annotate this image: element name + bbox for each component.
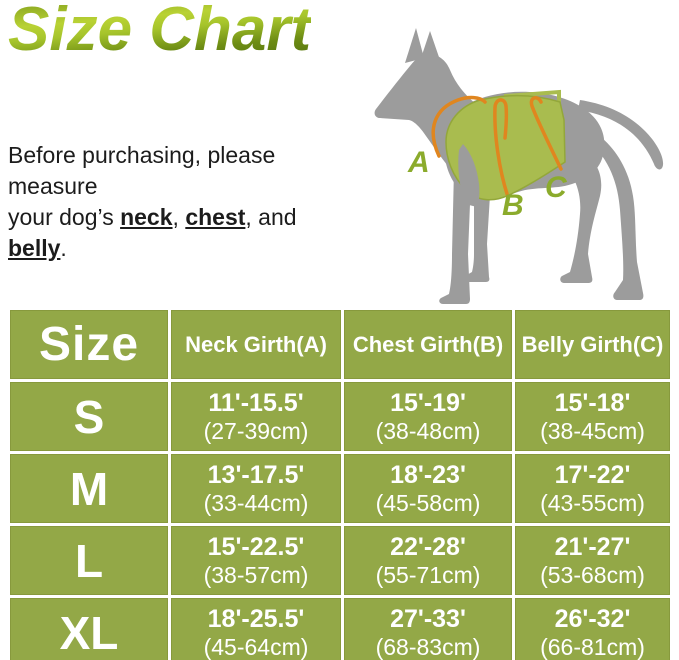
value-cm: (33-44cm) xyxy=(203,490,309,516)
cell-belly: 15'-18' (38-45cm) xyxy=(515,382,670,451)
value-cm: (45-58cm) xyxy=(375,490,481,516)
value-inches: 27'-33' xyxy=(390,605,466,633)
size-table: Size Neck Girth(A) Chest Girth(B) Belly … xyxy=(7,307,673,660)
size-label: XL xyxy=(10,598,168,660)
intro-line2-prefix: your dog’s xyxy=(8,204,121,230)
cell-neck: 18'-25.5' (45-64cm) xyxy=(171,598,341,660)
intro-text: Before purchasing, please measure your d… xyxy=(8,140,358,264)
harness-straps xyxy=(431,95,563,199)
word-neck: neck xyxy=(120,204,173,230)
vest-leg-opening xyxy=(458,144,480,207)
cell-chest: 18'-23' (45-58cm) xyxy=(344,454,512,523)
cell-belly: 26'-32' (66-81cm) xyxy=(515,598,670,660)
value-inches: 13'-17.5' xyxy=(207,461,305,489)
size-label: L xyxy=(10,526,168,595)
value-inches: 11'-15.5' xyxy=(208,389,304,417)
value-inches: 18'-25.5' xyxy=(207,605,305,633)
value-inches: 17'-22' xyxy=(554,461,631,489)
cell-neck: 13'-17.5' (33-44cm) xyxy=(171,454,341,523)
value-cm: (38-57cm) xyxy=(203,562,309,588)
strap-c-belly xyxy=(529,96,563,171)
cell-chest: 15'-19' (38-48cm) xyxy=(344,382,512,451)
dog-harness-illustration: A B C xyxy=(366,14,679,310)
intro-line1: Before purchasing, please measure xyxy=(8,142,276,199)
intro-sep2: , and xyxy=(245,204,297,230)
value-inches: 15'-19' xyxy=(390,389,466,417)
value-cm: (66-81cm) xyxy=(540,634,645,660)
dog-tail xyxy=(578,100,664,170)
table-row: L 15'-22.5' (38-57cm) 22'-28' (55-71cm) … xyxy=(10,526,670,595)
word-chest: chest xyxy=(185,204,246,230)
header-chest: Chest Girth(B) xyxy=(344,310,512,379)
dog-rear-leg-far xyxy=(588,138,644,300)
value-cm: (38-48cm) xyxy=(375,418,481,444)
dog-rear-leg-near xyxy=(558,156,602,283)
value-cm: (68-83cm) xyxy=(375,634,481,660)
size-label: M xyxy=(10,454,168,523)
value-cm: (55-71cm) xyxy=(375,562,481,588)
intro-period: . xyxy=(60,235,67,261)
header-neck: Neck Girth(A) xyxy=(171,310,341,379)
table-row: S 11'-15.5' (27-39cm) 15'-19' (38-48cm) … xyxy=(10,382,670,451)
cell-neck: 11'-15.5' (27-39cm) xyxy=(171,382,341,451)
table-row: M 13'-17.5' (33-44cm) 18'-23' (45-58cm) … xyxy=(10,454,670,523)
size-label: S xyxy=(10,382,168,451)
dog-harness-svg: A B C xyxy=(374,28,664,304)
value-inches: 15'-22.5' xyxy=(207,533,305,561)
page-title: Size Chart xyxy=(8,0,311,64)
value-cm: (43-55cm) xyxy=(540,490,645,516)
cell-belly: 21'-27' (53-68cm) xyxy=(515,526,670,595)
value-cm: (38-45cm) xyxy=(540,418,645,444)
dog-ear-left xyxy=(405,28,424,63)
value-inches: 21'-27' xyxy=(554,533,631,561)
table-header-row: Size Neck Girth(A) Chest Girth(B) Belly … xyxy=(10,310,670,379)
strap-a-neck xyxy=(431,95,487,158)
intro-sep1: , xyxy=(172,204,186,230)
strap-b-chest xyxy=(493,98,510,199)
value-cm: (27-39cm) xyxy=(203,418,309,444)
header-belly: Belly Girth(C) xyxy=(515,310,670,379)
label-b: B xyxy=(502,189,524,222)
label-c: C xyxy=(545,171,568,204)
cell-belly: 17'-22' (43-55cm) xyxy=(515,454,670,523)
value-cm: (53-68cm) xyxy=(540,562,645,588)
dog-front-leg-far xyxy=(463,174,491,282)
header-size: Size xyxy=(10,310,168,379)
label-a: A xyxy=(407,146,430,179)
cell-neck: 15'-22.5' (38-57cm) xyxy=(171,526,341,595)
value-inches: 22'-28' xyxy=(390,533,466,561)
value-inches: 18'-23' xyxy=(390,461,466,489)
value-inches: 15'-18' xyxy=(554,389,631,417)
word-belly: belly xyxy=(8,235,61,261)
value-cm: (45-64cm) xyxy=(203,634,309,660)
table-row: XL 18'-25.5' (45-64cm) 27'-33' (68-83cm)… xyxy=(10,598,670,660)
value-inches: 26'-32' xyxy=(554,605,631,633)
cell-chest: 27'-33' (68-83cm) xyxy=(344,598,512,660)
dog-front-leg-near xyxy=(439,169,471,304)
cell-chest: 22'-28' (55-71cm) xyxy=(344,526,512,595)
